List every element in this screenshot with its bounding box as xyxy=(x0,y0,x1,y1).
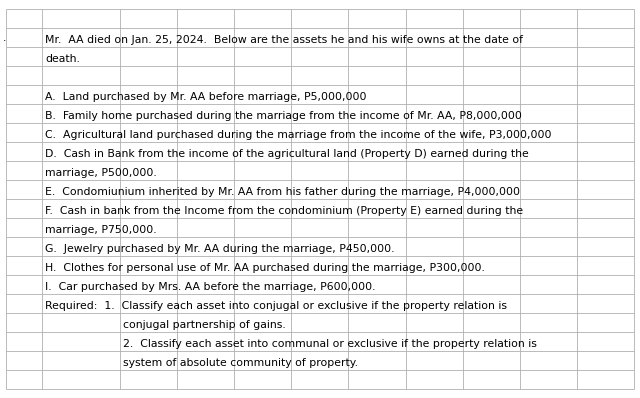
Text: marriage, P750,000.: marriage, P750,000. xyxy=(45,225,157,235)
Text: E.  Condomiunium inherited by Mr. AA from his father during the marriage, P4,000: E. Condomiunium inherited by Mr. AA from… xyxy=(45,187,520,197)
Text: D.  Cash in Bank from the income of the agricultural land (Property D) earned du: D. Cash in Bank from the income of the a… xyxy=(45,149,529,159)
Text: I.  Car purchased by Mrs. AA before the marriage, P600,000.: I. Car purchased by Mrs. AA before the m… xyxy=(45,282,376,292)
Text: G.  Jewelry purchased by Mr. AA during the marriage, P450,000.: G. Jewelry purchased by Mr. AA during th… xyxy=(45,244,394,254)
Text: conjugal partnership of gains.: conjugal partnership of gains. xyxy=(123,320,285,330)
Text: marriage, P500,000.: marriage, P500,000. xyxy=(45,168,157,178)
Text: F.  Cash in bank from the Income from the condominium (Property E) earned during: F. Cash in bank from the Income from the… xyxy=(45,206,523,216)
Text: .: . xyxy=(3,33,6,43)
Text: system of absolute community of property.: system of absolute community of property… xyxy=(123,358,358,368)
Text: A.  Land purchased by Mr. AA before marriage, P5,000,000: A. Land purchased by Mr. AA before marri… xyxy=(45,92,367,102)
Text: 2.  Classify each asset into communal or exclusive if the property relation is: 2. Classify each asset into communal or … xyxy=(123,339,537,349)
Text: death.: death. xyxy=(45,54,80,64)
Text: Mr.  AA died on Jan. 25, 2024.  Below are the assets he and his wife owns at the: Mr. AA died on Jan. 25, 2024. Below are … xyxy=(45,35,523,45)
Text: C.  Agricultural land purchased during the marriage from the income of the wife,: C. Agricultural land purchased during th… xyxy=(45,130,552,140)
Text: B.  Family home purchased during the marriage from the income of Mr. AA, P8,000,: B. Family home purchased during the marr… xyxy=(45,111,522,121)
Text: H.  Clothes for personal use of Mr. AA purchased during the marriage, P300,000.: H. Clothes for personal use of Mr. AA pu… xyxy=(45,263,485,273)
Text: Required:  1.  Classify each asset into conjugal or exclusive if the property re: Required: 1. Classify each asset into co… xyxy=(45,301,507,311)
